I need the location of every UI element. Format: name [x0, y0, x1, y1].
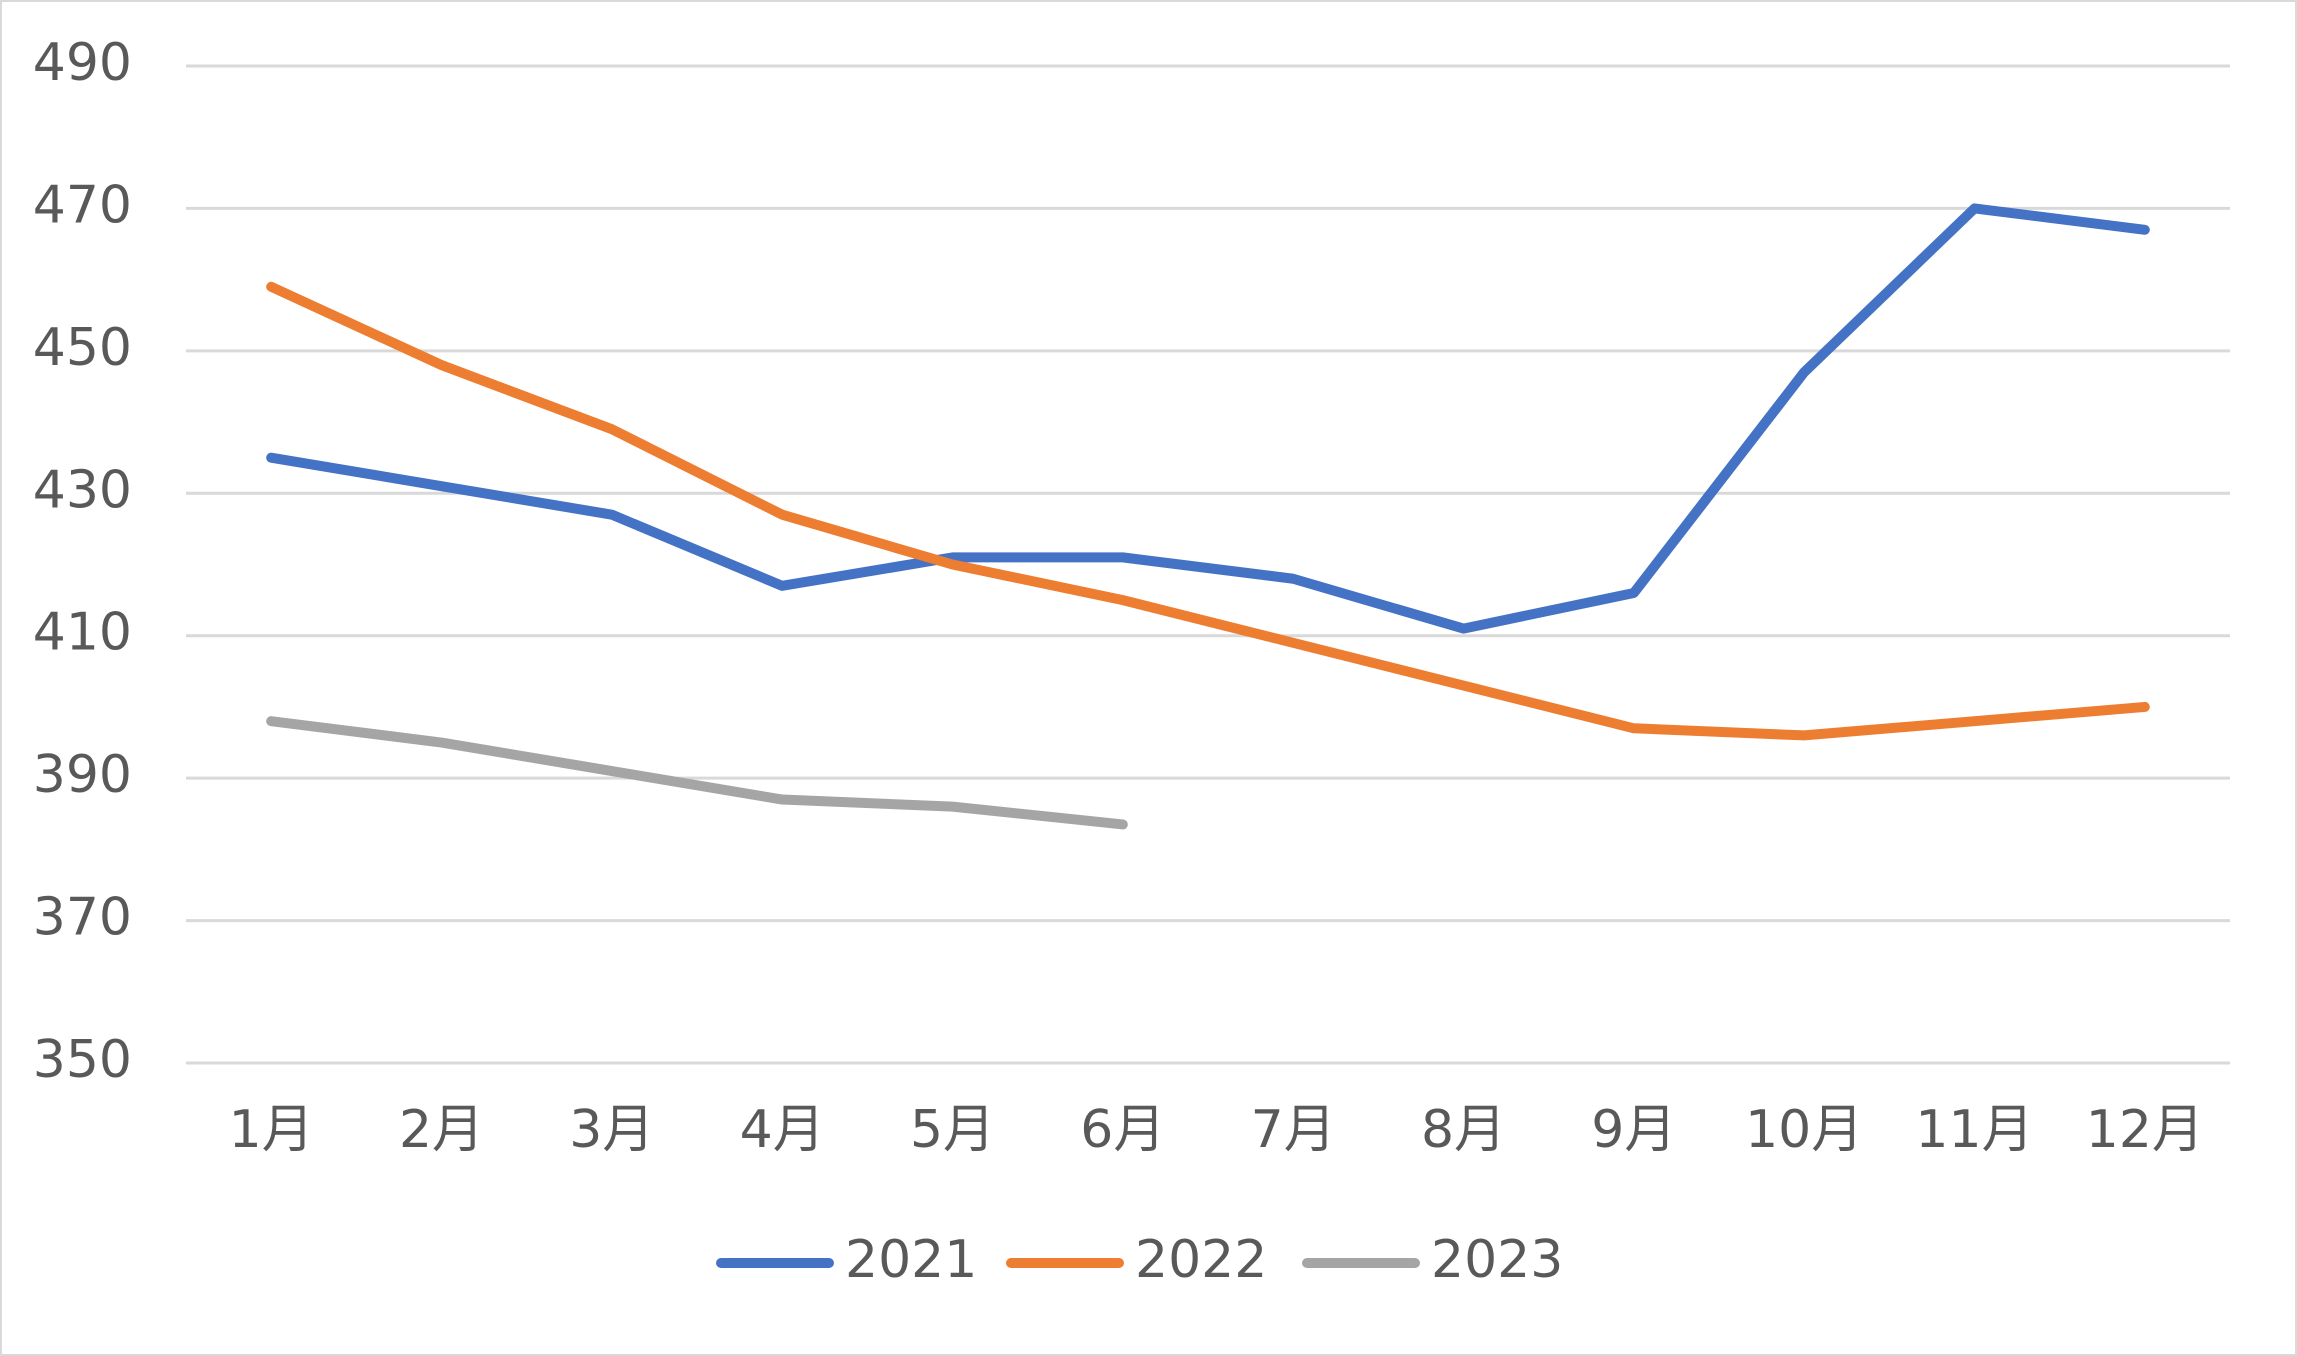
- y-tick-label: 430: [33, 460, 132, 520]
- y-tick-label: 370: [33, 888, 132, 948]
- legend-label: 2023: [1431, 1230, 1563, 1290]
- x-tick-label: 12月: [2086, 1100, 2204, 1160]
- legend-label: 2021: [845, 1230, 977, 1290]
- x-tick-label: 6月: [1080, 1100, 1165, 1160]
- line-series: [266, 203, 2150, 634]
- y-tick-label: 450: [33, 318, 132, 378]
- y-tick-label: 490: [33, 33, 132, 93]
- y-tick-label: 390: [33, 745, 132, 805]
- line-series: [266, 281, 2150, 741]
- x-tick-label: 11月: [1915, 1100, 2033, 1160]
- x-tick-label: 1月: [229, 1100, 314, 1160]
- x-tick-label: 9月: [1591, 1100, 1676, 1160]
- x-tick-label: 8月: [1421, 1100, 1506, 1160]
- x-tick-label: 4月: [740, 1100, 825, 1160]
- x-tick-label: 3月: [569, 1100, 654, 1160]
- line-series: [266, 716, 1128, 830]
- x-tick-label: 5月: [910, 1100, 995, 1160]
- y-tick-label: 350: [33, 1030, 132, 1090]
- legend-label: 2022: [1135, 1230, 1267, 1290]
- y-tick-label: 470: [33, 175, 132, 235]
- y-tick-label: 410: [33, 603, 132, 663]
- x-tick-label: 10月: [1745, 1100, 1863, 1160]
- x-tick-label: 2月: [399, 1100, 484, 1160]
- x-tick-label: 7月: [1251, 1100, 1336, 1160]
